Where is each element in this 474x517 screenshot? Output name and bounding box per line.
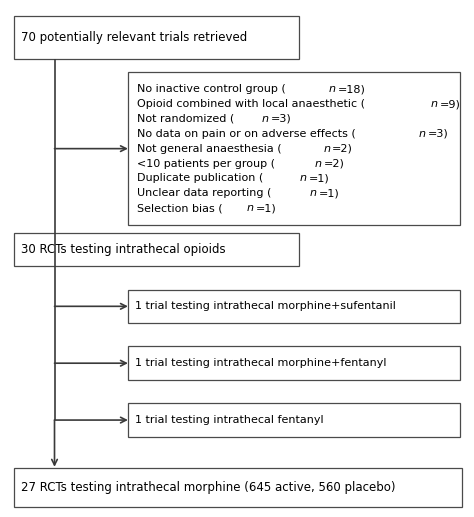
Bar bbox=[14, 233, 299, 266]
Text: 70 potentially relevant trials retrieved: 70 potentially relevant trials retrieved bbox=[21, 31, 247, 44]
Text: n: n bbox=[247, 203, 254, 213]
Text: =1): =1) bbox=[319, 188, 340, 199]
Text: =9): =9) bbox=[440, 99, 461, 109]
Text: =3): =3) bbox=[428, 129, 448, 139]
Bar bbox=[128, 346, 460, 380]
Bar bbox=[14, 468, 462, 507]
Bar bbox=[128, 403, 460, 437]
Text: =1): =1) bbox=[256, 203, 277, 213]
Text: <10 patients per group (: <10 patients per group ( bbox=[137, 159, 274, 169]
Text: 30 RCTs testing intrathecal opioids: 30 RCTs testing intrathecal opioids bbox=[21, 243, 226, 256]
Text: =2): =2) bbox=[324, 159, 345, 169]
Text: n: n bbox=[310, 188, 317, 199]
Text: 1 trial testing intrathecal fentanyl: 1 trial testing intrathecal fentanyl bbox=[135, 415, 324, 425]
Text: =2): =2) bbox=[332, 144, 353, 154]
Text: No data on pain or on adverse effects (: No data on pain or on adverse effects ( bbox=[137, 129, 355, 139]
Bar bbox=[14, 16, 299, 59]
Text: =1): =1) bbox=[309, 173, 329, 184]
Text: n: n bbox=[323, 144, 330, 154]
Text: n: n bbox=[328, 84, 336, 94]
Text: No inactive control group (: No inactive control group ( bbox=[137, 84, 285, 94]
Text: n: n bbox=[262, 114, 269, 124]
Text: Selection bias (: Selection bias ( bbox=[137, 203, 222, 213]
Text: 1 trial testing intrathecal morphine+sufentanil: 1 trial testing intrathecal morphine+suf… bbox=[135, 301, 396, 311]
Text: Not general anaesthesia (: Not general anaesthesia ( bbox=[137, 144, 281, 154]
Text: n: n bbox=[315, 159, 321, 169]
Text: n: n bbox=[431, 99, 438, 109]
Text: =18): =18) bbox=[337, 84, 365, 94]
Text: Not randomized (: Not randomized ( bbox=[137, 114, 234, 124]
Bar bbox=[128, 290, 460, 323]
Text: Opioid combined with local anaesthetic (: Opioid combined with local anaesthetic ( bbox=[137, 99, 365, 109]
Text: 1 trial testing intrathecal morphine+fentanyl: 1 trial testing intrathecal morphine+fen… bbox=[135, 358, 387, 368]
Text: n: n bbox=[300, 173, 306, 184]
Text: n: n bbox=[419, 129, 426, 139]
Text: 27 RCTs testing intrathecal morphine (645 active, 560 placebo): 27 RCTs testing intrathecal morphine (64… bbox=[21, 481, 396, 494]
Text: Unclear data reporting (: Unclear data reporting ( bbox=[137, 188, 271, 199]
Text: =3): =3) bbox=[271, 114, 292, 124]
Bar bbox=[128, 72, 460, 225]
Text: Duplicate publication (: Duplicate publication ( bbox=[137, 173, 263, 184]
